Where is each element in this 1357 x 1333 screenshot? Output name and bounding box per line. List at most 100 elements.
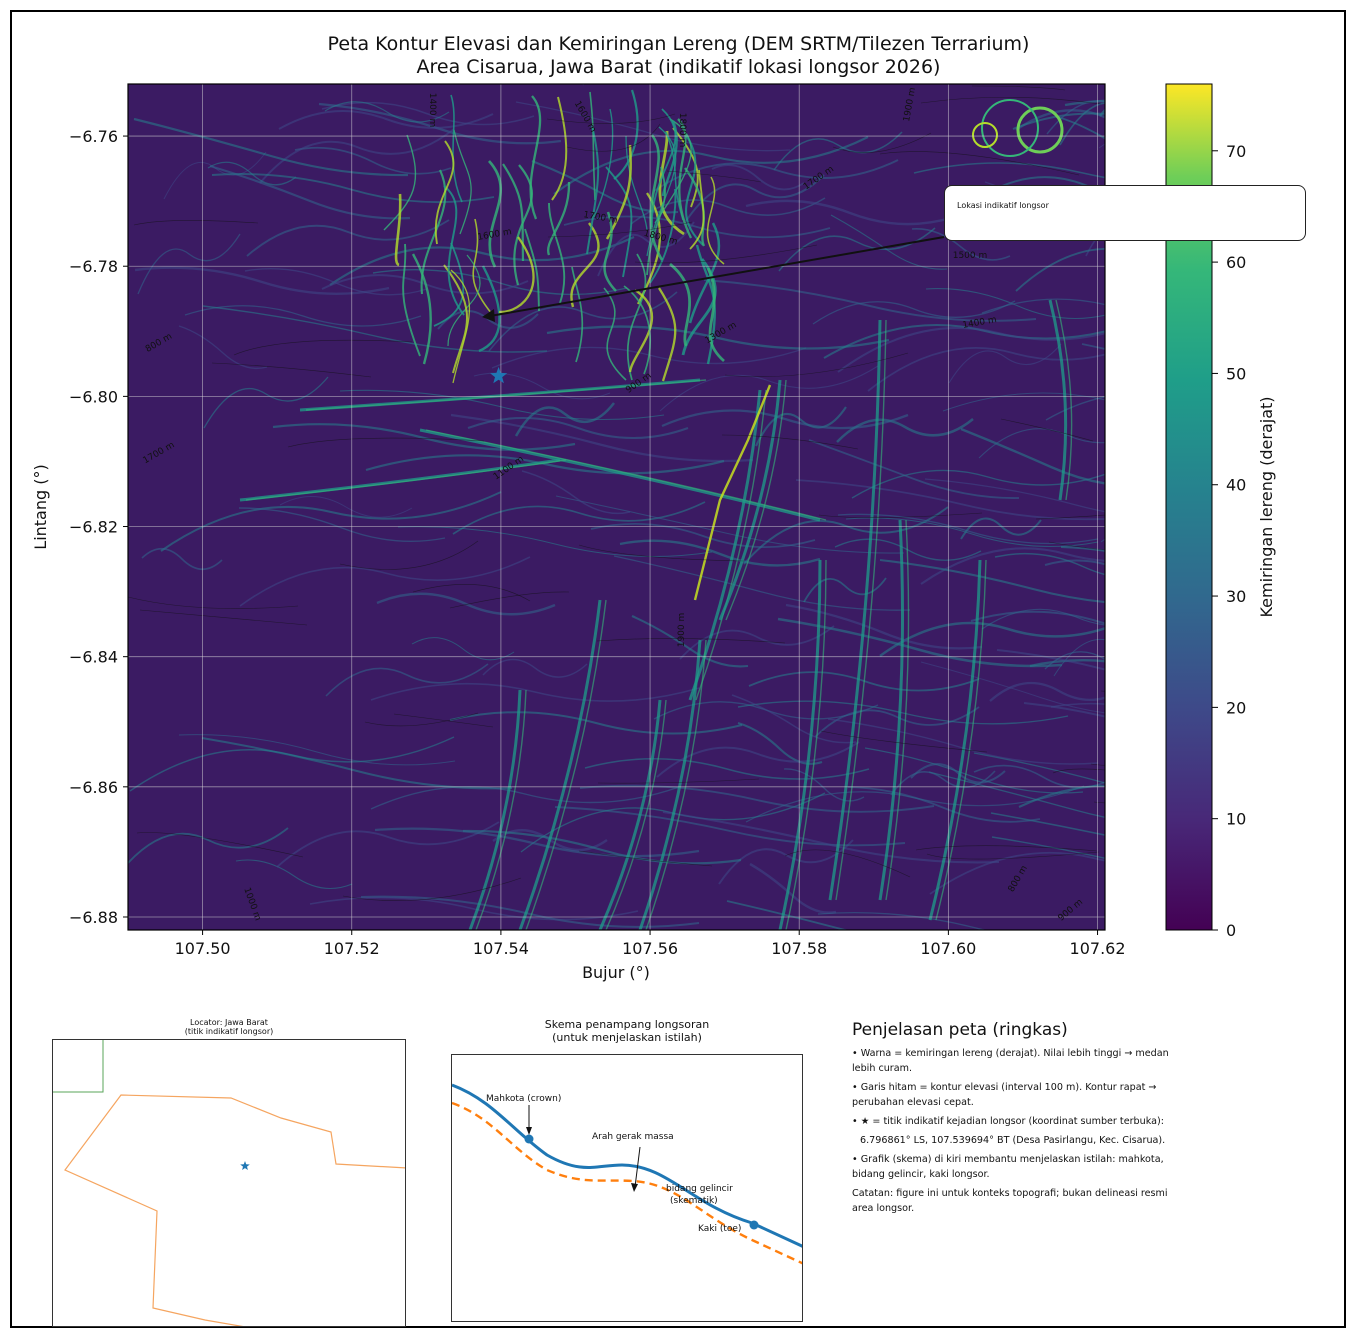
slope-ridge <box>665 131 684 221</box>
contour-line <box>721 434 859 450</box>
ground-surface-line <box>452 1083 802 1248</box>
y-tick-label: −6.84 <box>69 648 118 667</box>
x-axis-label: Bujur (°) <box>582 963 650 982</box>
slope-valley <box>688 389 762 701</box>
slope-ridge <box>529 95 542 220</box>
contour-line <box>666 170 762 183</box>
arrow-head-icon <box>631 1183 638 1192</box>
contour-line <box>915 845 1098 852</box>
slope-ridge <box>1023 702 1105 718</box>
locator-map <box>52 1039 406 1327</box>
contour-line <box>818 512 983 518</box>
contour-line <box>578 850 713 867</box>
slope-ridge <box>1012 112 1105 130</box>
slope-ridge <box>443 185 465 316</box>
slope-ridge <box>178 325 268 370</box>
slope-ridge <box>1050 702 1105 708</box>
slope-ridge <box>603 287 627 381</box>
slope-ridge <box>394 193 402 267</box>
slope-ridge <box>613 89 639 180</box>
slope-ridge <box>246 219 450 257</box>
slope-ridge <box>817 911 988 930</box>
slope-ridge <box>521 470 631 515</box>
slope-ridge <box>372 268 628 296</box>
slope-ridge <box>452 501 706 535</box>
slope-valley <box>245 459 567 501</box>
y-tick-label: −6.82 <box>69 518 118 537</box>
slope-ridge <box>745 199 955 226</box>
slope-ridge <box>960 427 1105 485</box>
contour-line <box>597 778 760 784</box>
y-tick-label: −6.78 <box>69 257 118 276</box>
slope-ridge <box>913 162 1105 179</box>
slope-ridge <box>597 221 695 277</box>
slope-ridge <box>239 556 531 607</box>
slope-ridge <box>812 300 1016 325</box>
slope-ridge <box>129 736 455 792</box>
slope-ridge <box>1044 559 1105 566</box>
toe-label: Kaki (toe) <box>698 1224 741 1234</box>
explanation-title: Penjelasan peta (ringkas) <box>852 1020 1068 1040</box>
slope-ridge <box>1046 100 1105 135</box>
slope-valley <box>475 689 527 930</box>
slope-ridge <box>321 101 535 126</box>
map-title: Peta Kontur Elevasi dan Kemiringan Leren… <box>327 33 1030 55</box>
explanation-item: Catatan: figure ini untuk konteks topogr… <box>852 1188 1168 1214</box>
slope-valley <box>693 384 772 601</box>
contour-line <box>211 362 372 378</box>
slope-ridge <box>649 134 664 261</box>
locator-svg <box>53 1040 405 1326</box>
contour-line <box>339 540 479 570</box>
slope-ridge <box>625 135 648 231</box>
slope-valley <box>468 689 522 930</box>
slope-ridge <box>478 265 501 353</box>
slope-ridge <box>989 681 1105 702</box>
slope-ridge <box>1059 102 1105 146</box>
slope-ridge <box>879 558 1105 604</box>
contour-line <box>971 85 1066 91</box>
slope-ridge <box>679 625 835 660</box>
slope-ridge <box>703 279 1037 322</box>
colorbar-tick-label: 40 <box>1226 476 1246 495</box>
slope-valley <box>778 559 822 930</box>
crown-label: Mahkota (crown) <box>486 1094 561 1104</box>
contour-line <box>1093 801 1105 804</box>
slope-ridge <box>661 409 909 430</box>
schema-svg: Mahkota (crown) Arah gerak massa bidang … <box>452 1083 802 1265</box>
slope-ridge <box>513 164 533 286</box>
slope-ridge <box>711 164 805 191</box>
direction-label: Arah gerak massa <box>592 1132 674 1142</box>
schema-title-line1: Skema penampang longsoran <box>544 1018 710 1031</box>
slope-ridge <box>238 507 446 543</box>
toe-point <box>749 1220 759 1230</box>
slope-ridge <box>685 174 825 222</box>
slope-ridge <box>160 491 502 552</box>
slope-ridge <box>1018 784 1105 808</box>
explanation-item: • Garis hitam = kontur elevasi (interval… <box>852 1082 1157 1108</box>
slope-ridge <box>453 129 472 235</box>
slope-valley <box>305 379 707 411</box>
slope-ridge <box>555 495 905 554</box>
slope-crater <box>1016 106 1064 154</box>
slope-ridge <box>605 144 632 240</box>
slope-ridge <box>546 181 571 256</box>
slope-ridge <box>981 298 1105 314</box>
contour-label: 1800 m <box>677 113 687 148</box>
slope-ridge <box>502 163 525 262</box>
slope-valley <box>828 319 882 901</box>
colorbar-tick-label: 30 <box>1226 587 1246 606</box>
slope-valley <box>835 319 887 901</box>
slope-ridge <box>546 325 890 350</box>
slope-ridge <box>488 160 502 268</box>
slope-ridge <box>294 146 452 175</box>
slope-ridge <box>960 517 1042 540</box>
explanation-item: • Grafik (skema) di kiri membantu menjel… <box>852 1154 1164 1180</box>
slope-ridge <box>488 291 678 352</box>
locator-province-boundary <box>64 1094 405 1326</box>
slope-ridge <box>272 423 576 451</box>
slope-ridge <box>646 166 666 276</box>
explanation-item: 6.796861° LS, 107.539694° BT (Desa Pasir… <box>860 1135 1166 1146</box>
slope-valley <box>645 639 707 930</box>
contour-line <box>1035 514 1105 520</box>
slope-ridge <box>370 786 680 810</box>
